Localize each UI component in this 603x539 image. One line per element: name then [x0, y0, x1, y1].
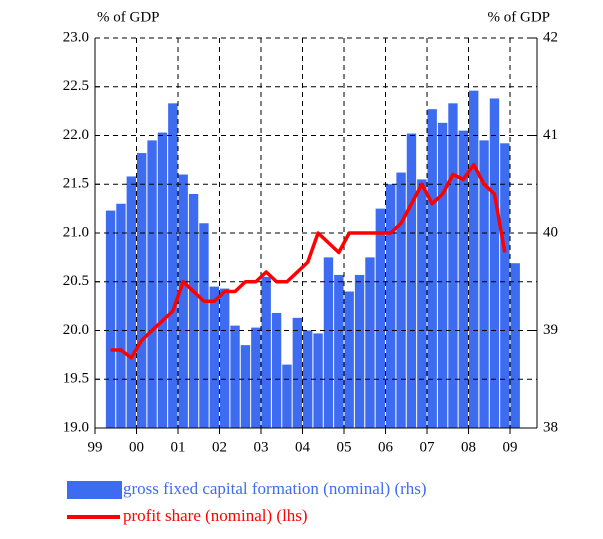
y2-tick-label: 38 — [543, 419, 558, 435]
x-tick-label: 99 — [88, 439, 103, 455]
y-unit-label: % of GDP — [97, 9, 160, 25]
bar — [323, 257, 334, 428]
bar — [313, 333, 323, 428]
bar — [240, 345, 251, 428]
y2-tick-label: 40 — [543, 224, 558, 240]
y-tick-label: 21.5 — [63, 176, 89, 192]
bar — [230, 325, 240, 428]
legend-swatch — [67, 481, 122, 499]
y2-tick-label: 42 — [543, 29, 558, 45]
bar — [500, 143, 510, 429]
x-tick-label: 06 — [378, 439, 394, 455]
x-tick-label: 03 — [254, 439, 269, 455]
y-tick-label: 21.0 — [63, 224, 89, 240]
bar — [489, 98, 500, 428]
bar — [137, 153, 147, 429]
bar — [386, 184, 396, 428]
bar — [188, 194, 199, 428]
bar — [396, 172, 406, 428]
x-tick-label: 09 — [503, 439, 518, 455]
bar — [448, 103, 458, 428]
legend-label: gross fixed capital formation (nominal) … — [123, 479, 427, 498]
x-tick-label: 08 — [461, 439, 476, 455]
legend-label: profit share (nominal) (lhs) — [123, 506, 308, 525]
bar — [157, 132, 168, 428]
bar — [365, 257, 375, 428]
y-tick-label: 19.0 — [63, 419, 89, 435]
y2-unit-label: % of GDP — [488, 9, 551, 25]
bar — [406, 133, 417, 429]
bar — [271, 312, 282, 428]
bar — [427, 109, 437, 429]
x-tick-label: 02 — [212, 439, 227, 455]
x-tick-label: 07 — [420, 439, 436, 455]
x-tick-label: 01 — [171, 439, 186, 455]
bar — [510, 263, 520, 428]
y-tick-label: 22.0 — [63, 127, 89, 143]
bar — [458, 130, 469, 428]
bar — [354, 274, 365, 428]
bar — [147, 140, 157, 428]
bar — [261, 276, 271, 428]
bar — [469, 90, 479, 429]
y-tick-label: 22.5 — [63, 78, 89, 94]
bar — [220, 288, 230, 428]
bar — [479, 140, 489, 428]
y-tick-label: 19.5 — [63, 371, 89, 387]
x-tick-label: 05 — [337, 439, 352, 455]
y2-tick-label: 41 — [543, 127, 558, 143]
y-tick-label: 20.5 — [63, 273, 89, 289]
bar — [116, 203, 126, 428]
y2-tick-label: 39 — [543, 322, 558, 338]
bar — [437, 122, 448, 428]
bar — [417, 179, 427, 428]
bar — [344, 291, 354, 428]
bar — [105, 210, 116, 428]
line — [110, 163, 507, 360]
bar — [178, 174, 188, 428]
bar — [126, 176, 137, 428]
bar — [251, 327, 261, 428]
bar — [199, 223, 209, 428]
bar — [282, 364, 292, 428]
bar — [375, 208, 386, 428]
y-tick-label: 23.0 — [63, 29, 89, 45]
x-tick-label: 04 — [295, 439, 311, 455]
bar — [334, 274, 344, 428]
y-tick-label: 20.0 — [63, 322, 89, 338]
bar — [292, 317, 303, 428]
bar — [209, 286, 220, 428]
bar — [168, 103, 178, 428]
x-tick-label: 00 — [129, 439, 144, 455]
bar — [303, 330, 313, 428]
